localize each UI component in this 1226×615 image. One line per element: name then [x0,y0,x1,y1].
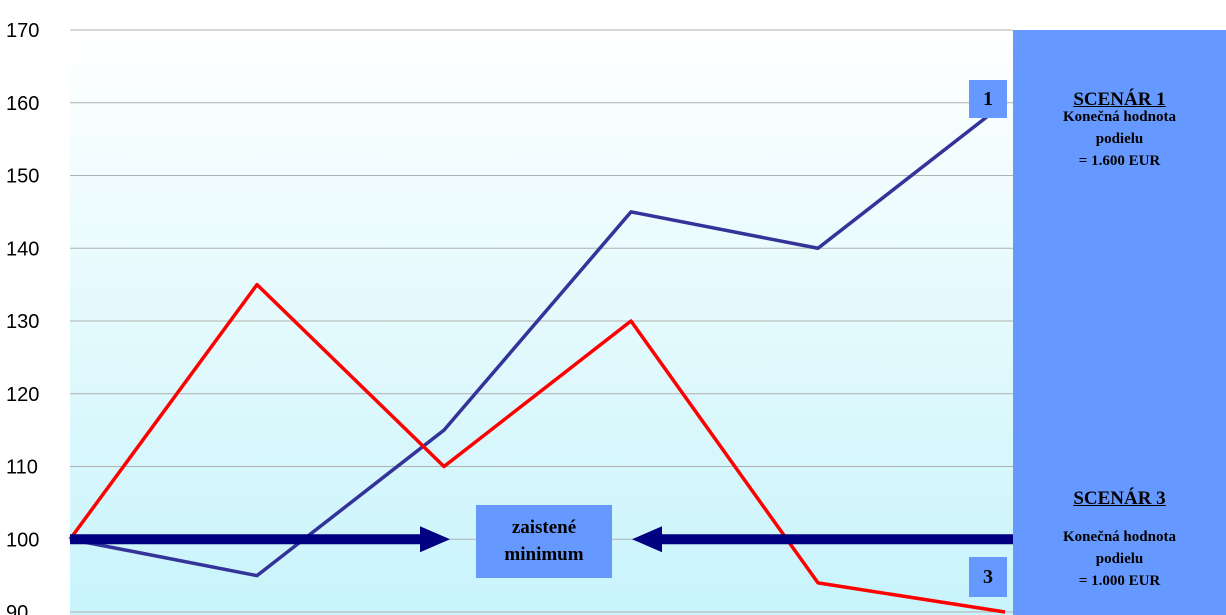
y-tick-label: 160 [6,93,39,115]
minimum-arrows [70,526,1013,553]
minimum-arrow-left-shaft [70,534,420,545]
scenario1-text-line2: podielu [1095,131,1144,147]
minimum-arrow-right-head [420,526,450,553]
y-tick-label: 150 [6,166,39,188]
guaranteed-minimum-label: zaistené minimum [476,505,612,578]
guaranteed-minimum-line2: minimum [504,544,584,565]
y-axis-ticks: 170 160 150 140 130 120 110 100 90 [6,20,39,615]
y-tick-label: 130 [6,311,39,333]
y-tick-label: 170 [6,20,39,42]
series-line-1 [69,101,1007,578]
y-tick-label: 100 [6,529,39,551]
minimum-arrow-left-head [632,526,662,553]
y-tick-label: 140 [6,238,39,260]
scenario1-marker: 1 [969,80,1007,118]
minimum-arrow-right-shaft [660,534,1013,545]
y-tick-label: 110 [6,457,38,479]
y-tick-label: 90 [6,602,28,615]
series-line-2 [68,282,1006,614]
scenario3-marker: 3 [969,557,1007,597]
guaranteed-minimum-line1: zaistené [511,517,577,538]
y-tick-label: 120 [6,384,39,406]
scenario1-title: SCENÁR 1 [1073,89,1166,110]
scenario3-text-line2: podielu [1095,551,1144,567]
scenario1-text-line3: = 1.600 EUR [1078,153,1161,169]
scenario1-text-line1: Konečná hodnota [1063,109,1176,125]
scenario3-text-line3: = 1.000 EUR [1078,573,1161,589]
scenario3-text-line1: Konečná hodnota [1063,529,1176,545]
scenario-panel: SCENÁR 1 Konečná hodnota podielu = 1.600… [1013,30,1226,615]
scenario3-title: SCENÁR 3 [1073,488,1166,509]
